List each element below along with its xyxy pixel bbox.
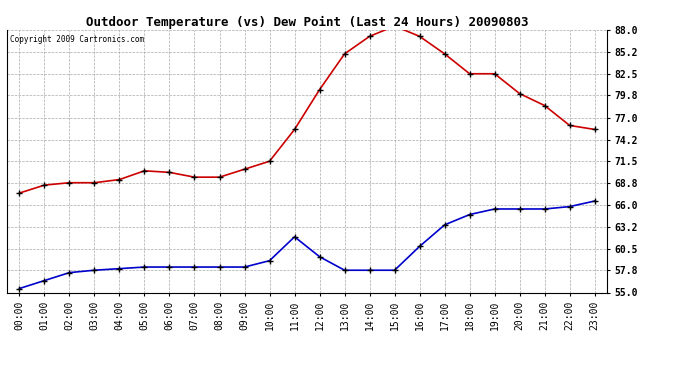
Text: Copyright 2009 Cartronics.com: Copyright 2009 Cartronics.com [10,35,144,44]
Title: Outdoor Temperature (vs) Dew Point (Last 24 Hours) 20090803: Outdoor Temperature (vs) Dew Point (Last… [86,16,529,29]
